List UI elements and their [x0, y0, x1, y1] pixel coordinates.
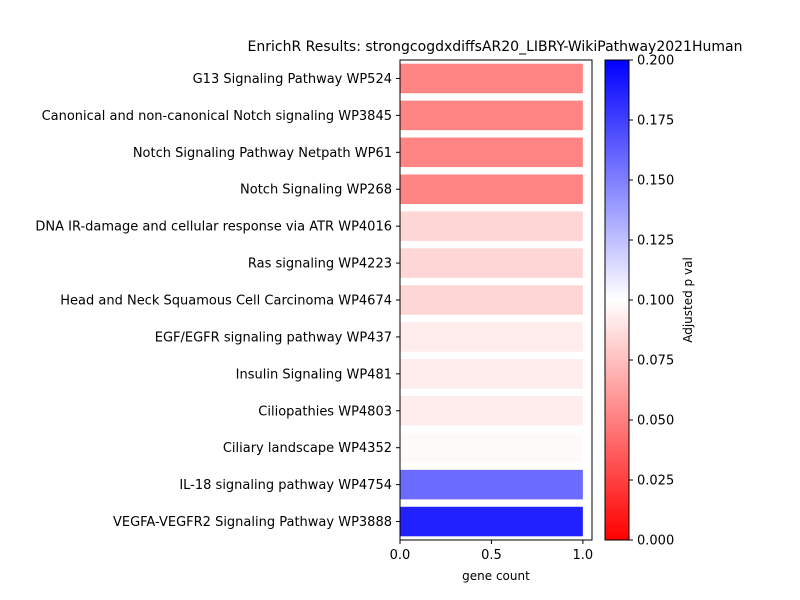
x-axis: 0.0 0.5 1.0 [390, 540, 594, 563]
y-tick-label: Insulin Signaling WP481 [236, 367, 392, 382]
colorbar-tick-label: 0.025 [637, 474, 674, 489]
colorbar-gradient [604, 59, 630, 541]
bar [400, 63, 583, 94]
bar [400, 359, 583, 389]
bar [400, 100, 583, 131]
colorbar: 0.000 0.025 0.050 0.075 0.100 0.125 0.150 0.175… [604, 54, 674, 549]
y-tick-label: Notch Signaling Pathway Netpath WP61 [133, 146, 392, 161]
bar [400, 396, 583, 426]
bar [400, 211, 583, 241]
y-tick-label: Head and Neck Squamous Cell Carcinoma WP… [60, 294, 392, 309]
colorbar-tick-label: 0.200 [637, 54, 674, 69]
colorbar-tick-label: 0.125 [637, 234, 674, 249]
colorbar-tick-label: 0.050 [637, 414, 674, 429]
x-tick-label: 1.0 [573, 548, 594, 563]
y-tick-label: DNA IR-damage and cellular response via … [35, 220, 392, 235]
colorbar-tick-label: 0.175 [637, 114, 674, 129]
y-tick-label: Notch Signaling WP268 [240, 183, 392, 198]
colorbar-tick-label: 0.150 [637, 174, 674, 189]
x-tick-label: 0.0 [390, 548, 411, 563]
bar [400, 248, 583, 278]
y-tick-label: IL-18 signaling pathway WP4754 [179, 478, 392, 493]
bar [400, 506, 583, 537]
colorbar-tick-label: 0.100 [637, 294, 674, 309]
bar [400, 137, 583, 168]
colorbar-tick-label: 0.075 [637, 354, 674, 369]
chart-title: EnrichR Results: strongcogdxdiffsAR20_LI… [248, 39, 743, 55]
bar [400, 469, 583, 500]
bar [400, 285, 583, 315]
x-axis-label: gene count [462, 569, 530, 583]
y-tick-label: EGF/EGFR signaling pathway WP437 [155, 330, 392, 345]
y-tick-label: Ras signaling WP4223 [248, 257, 392, 272]
y-tick-label: VEGFA-VEGFR2 Signaling Pathway WP3888 [113, 515, 392, 530]
y-tick-label: Ciliopathies WP4803 [258, 404, 392, 419]
plot-area [400, 63, 583, 537]
bar [400, 174, 583, 204]
bar [400, 322, 583, 352]
y-tick-label: Canonical and non-canonical Notch signal… [42, 109, 392, 124]
bar [400, 432, 583, 463]
colorbar-tick-label: 0.000 [637, 534, 674, 549]
y-tick-label: G13 Signaling Pathway WP524 [193, 72, 392, 87]
y-tick-label: Ciliary landscape WP4352 [223, 441, 392, 456]
x-tick-label: 0.5 [481, 548, 502, 563]
y-axis: G13 Signaling Pathway WP524 Canonical and… [35, 72, 400, 530]
colorbar-label: Adjusted p val [681, 257, 695, 343]
